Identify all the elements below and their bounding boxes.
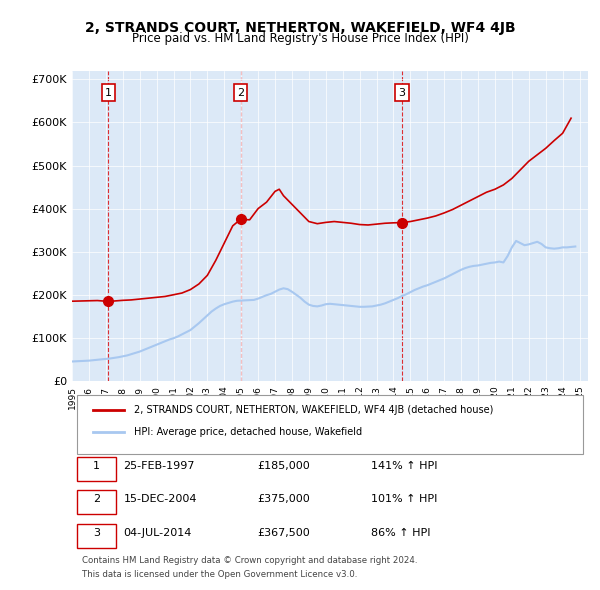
- Text: Contains HM Land Registry data © Crown copyright and database right 2024.: Contains HM Land Registry data © Crown c…: [82, 556, 418, 565]
- Text: £185,000: £185,000: [258, 461, 311, 471]
- Text: £367,500: £367,500: [258, 528, 311, 538]
- Text: 2: 2: [92, 494, 100, 504]
- FancyBboxPatch shape: [77, 490, 116, 514]
- Text: 04-JUL-2014: 04-JUL-2014: [124, 528, 192, 538]
- Text: 25-FEB-1997: 25-FEB-1997: [124, 461, 195, 471]
- Text: 2: 2: [237, 87, 244, 97]
- Text: 86% ↑ HPI: 86% ↑ HPI: [371, 528, 431, 538]
- Text: 101% ↑ HPI: 101% ↑ HPI: [371, 494, 437, 504]
- Text: 3: 3: [93, 528, 100, 538]
- Text: This data is licensed under the Open Government Licence v3.0.: This data is licensed under the Open Gov…: [82, 570, 358, 579]
- Text: 15-DEC-2004: 15-DEC-2004: [124, 494, 197, 504]
- Text: HPI: Average price, detached house, Wakefield: HPI: Average price, detached house, Wake…: [134, 427, 362, 437]
- FancyBboxPatch shape: [77, 457, 116, 480]
- FancyBboxPatch shape: [77, 524, 116, 548]
- FancyBboxPatch shape: [77, 395, 583, 454]
- Text: 1: 1: [105, 87, 112, 97]
- Text: 2, STRANDS COURT, NETHERTON, WAKEFIELD, WF4 4JB: 2, STRANDS COURT, NETHERTON, WAKEFIELD, …: [85, 21, 515, 35]
- Text: 2, STRANDS COURT, NETHERTON, WAKEFIELD, WF4 4JB (detached house): 2, STRANDS COURT, NETHERTON, WAKEFIELD, …: [134, 405, 493, 415]
- Text: 3: 3: [398, 87, 406, 97]
- Text: 1: 1: [93, 461, 100, 471]
- Text: £375,000: £375,000: [258, 494, 311, 504]
- Text: 141% ↑ HPI: 141% ↑ HPI: [371, 461, 438, 471]
- Text: Price paid vs. HM Land Registry's House Price Index (HPI): Price paid vs. HM Land Registry's House …: [131, 32, 469, 45]
